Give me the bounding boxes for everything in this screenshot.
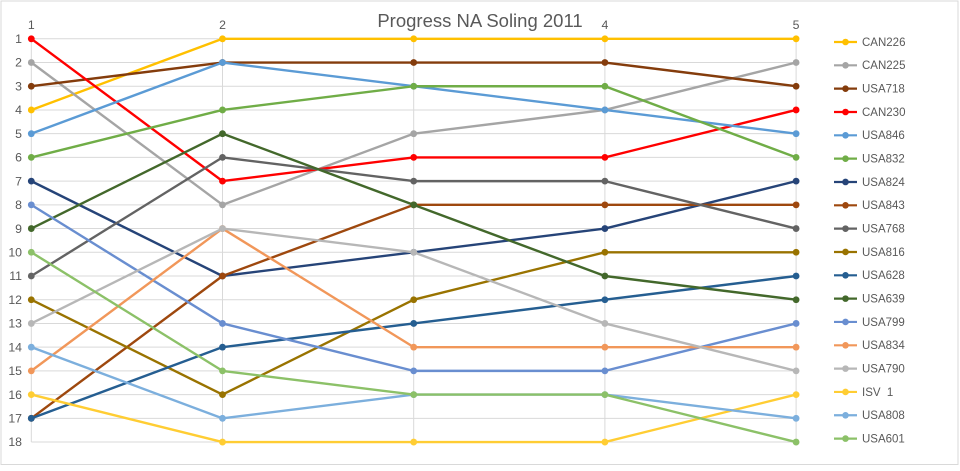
svg-text:CAN225: CAN225 bbox=[862, 60, 905, 72]
svg-text:CAN226: CAN226 bbox=[862, 37, 905, 49]
svg-text:USA790: USA790 bbox=[862, 363, 905, 375]
svg-text:4: 4 bbox=[15, 103, 22, 117]
svg-text:ISV 1: ISV 1 bbox=[862, 387, 893, 399]
svg-text:7: 7 bbox=[15, 174, 22, 188]
svg-text:14: 14 bbox=[8, 340, 22, 354]
svg-text:USA834: USA834 bbox=[862, 340, 905, 352]
svg-text:2: 2 bbox=[15, 56, 22, 70]
svg-text:USA768: USA768 bbox=[862, 223, 905, 235]
svg-text:3: 3 bbox=[15, 79, 22, 93]
svg-text:17: 17 bbox=[8, 412, 22, 426]
svg-text:USA601: USA601 bbox=[862, 433, 905, 445]
svg-text:USA846: USA846 bbox=[862, 130, 905, 142]
svg-text:4: 4 bbox=[601, 18, 608, 32]
svg-text:16: 16 bbox=[8, 388, 22, 402]
svg-text:6: 6 bbox=[15, 151, 22, 165]
svg-text:13: 13 bbox=[8, 317, 22, 331]
svg-text:USA639: USA639 bbox=[862, 293, 905, 305]
svg-text:12: 12 bbox=[8, 293, 22, 307]
svg-text:USA843: USA843 bbox=[862, 200, 905, 212]
svg-text:USA799: USA799 bbox=[862, 317, 905, 329]
svg-text:5: 5 bbox=[793, 18, 800, 32]
svg-text:11: 11 bbox=[9, 269, 22, 283]
svg-text:5: 5 bbox=[15, 127, 22, 141]
svg-text:USA628: USA628 bbox=[862, 270, 905, 282]
svg-text:10: 10 bbox=[8, 246, 22, 260]
svg-text:2: 2 bbox=[219, 18, 226, 32]
svg-text:USA816: USA816 bbox=[862, 247, 905, 259]
svg-text:8: 8 bbox=[15, 198, 22, 212]
svg-text:Progress NA Soling 2011: Progress NA Soling 2011 bbox=[377, 10, 582, 31]
svg-text:18: 18 bbox=[8, 435, 22, 449]
svg-text:15: 15 bbox=[8, 364, 22, 378]
svg-text:1: 1 bbox=[28, 18, 35, 32]
svg-text:USA832: USA832 bbox=[862, 153, 905, 165]
svg-text:USA808: USA808 bbox=[862, 410, 905, 422]
svg-text:USA824: USA824 bbox=[862, 177, 905, 189]
svg-text:USA718: USA718 bbox=[862, 83, 905, 95]
svg-text:1: 1 bbox=[15, 32, 22, 46]
svg-text:CAN230: CAN230 bbox=[862, 107, 905, 119]
svg-text:9: 9 bbox=[15, 222, 22, 236]
